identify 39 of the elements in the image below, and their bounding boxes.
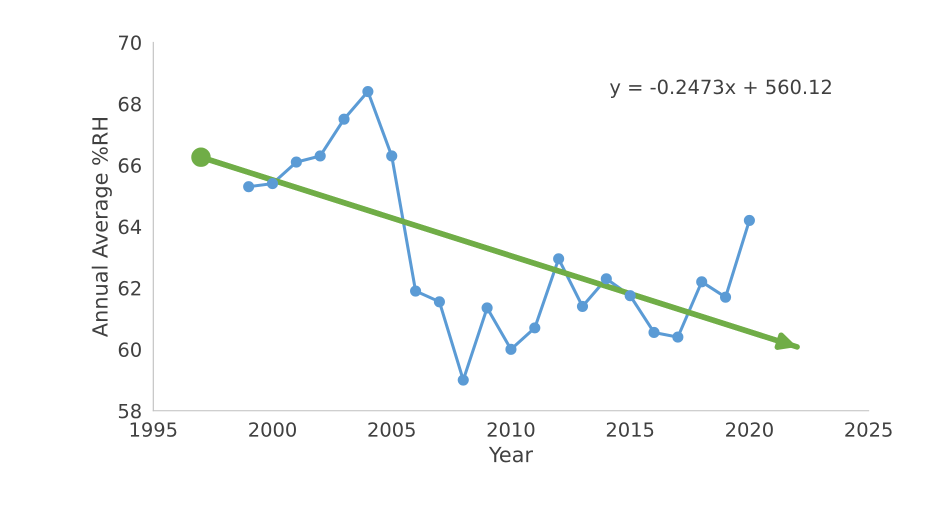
point	[434, 296, 445, 308]
x-tick-label: 2010	[488, 422, 534, 437]
y-axis-title: Annual Average %RH	[92, 118, 112, 337]
point	[243, 181, 254, 192]
y-tick-label: 58	[118, 404, 141, 418]
point	[648, 326, 660, 338]
point	[696, 276, 708, 288]
x-axis-title: Year	[488, 446, 534, 462]
point	[505, 344, 517, 355]
point	[266, 178, 278, 190]
y-tick-label: 68	[118, 96, 141, 112]
y-tick-label: 66	[118, 158, 141, 173]
x-tick-label: 1995	[130, 422, 176, 437]
point	[600, 273, 612, 284]
y-tick-label: 62	[118, 280, 140, 296]
point	[553, 253, 564, 264]
point	[338, 114, 350, 125]
annotation: y = -0.2473x + 560.12	[610, 80, 831, 98]
point	[410, 285, 422, 297]
point	[744, 214, 755, 226]
point	[529, 322, 540, 334]
point	[624, 290, 636, 302]
point	[672, 332, 684, 343]
x-tick-label: 2005	[368, 422, 415, 437]
point	[458, 374, 469, 386]
x-tick-label: 2025	[845, 422, 892, 437]
point	[576, 300, 588, 312]
point	[290, 156, 302, 168]
point	[386, 150, 398, 162]
y-tick-label: 60	[118, 342, 141, 358]
y-tick-label: 70	[119, 35, 141, 50]
x-tick-label: 2020	[726, 422, 773, 437]
x-tick-label: 2000	[249, 422, 296, 437]
y-tick-label: 64	[118, 220, 142, 234]
point	[482, 302, 493, 314]
x-tick-label: 2015	[606, 422, 654, 437]
point	[720, 292, 732, 303]
point	[362, 86, 374, 98]
point	[314, 150, 326, 162]
